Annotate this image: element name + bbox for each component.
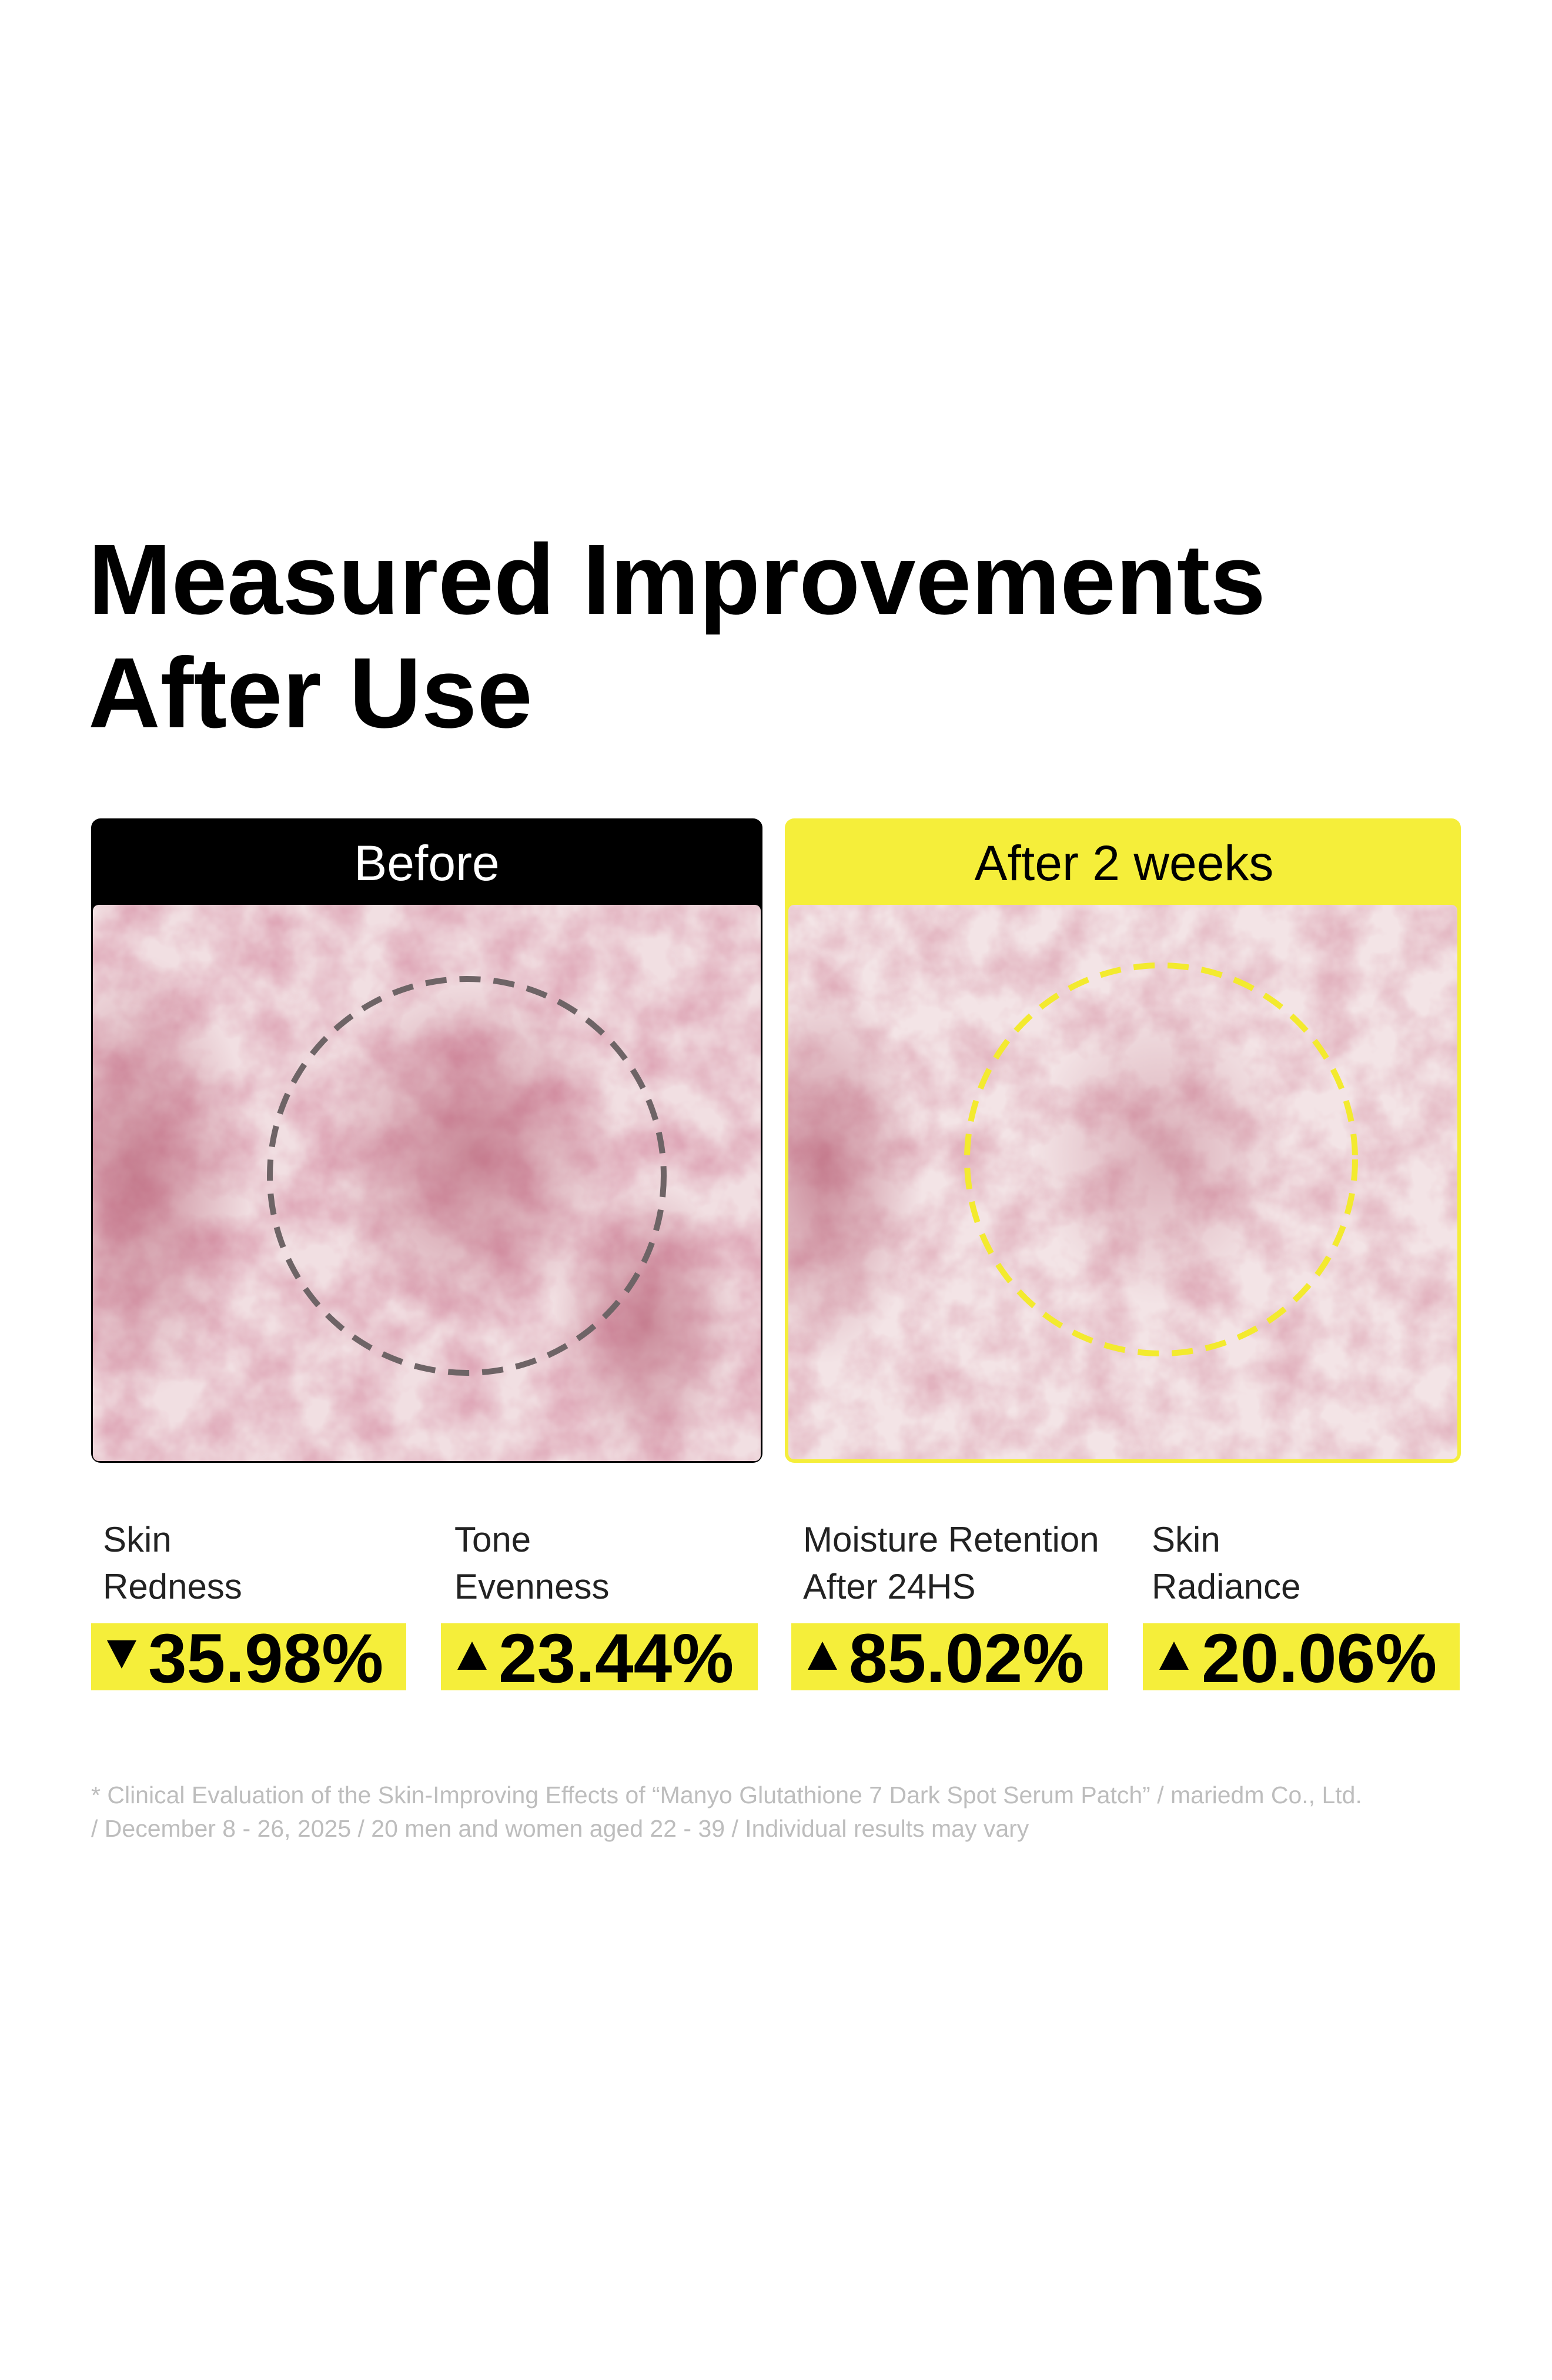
up-arrow <box>1159 1642 1189 1670</box>
metric: Skin Redness 35.98% <box>91 1520 406 1697</box>
panel-label: Before <box>354 835 500 891</box>
before-image <box>93 905 761 1461</box>
value-box <box>441 1623 758 1690</box>
metric-label: Radiance <box>1152 1567 1301 1606</box>
focus-circle <box>964 962 1358 1356</box>
after-image <box>788 905 1457 1459</box>
metric-label: Tone <box>454 1520 531 1559</box>
footnote: / December 8 - 26, 2025 / 20 men and wom… <box>91 1815 1029 1842</box>
metric-value: 20.06% <box>1202 1620 1437 1697</box>
metric-label: After 24HS <box>803 1567 975 1606</box>
metric-label: Skin <box>103 1520 172 1559</box>
metric: Skin Radiance 20.06% <box>1143 1520 1460 1697</box>
metric: Tone Evenness 23.44% <box>441 1520 758 1697</box>
focus-circle <box>267 976 667 1376</box>
metric-value: 85.02% <box>849 1620 1084 1697</box>
down-arrow <box>107 1640 136 1669</box>
footnote: * Clinical Evaluation of the Skin-Improv… <box>91 1781 1362 1809</box>
title-line: Measured Improvements <box>88 524 1266 636</box>
metric-label: Evenness <box>454 1567 610 1606</box>
value-box <box>91 1623 406 1690</box>
up-arrow <box>457 1642 487 1670</box>
metric-value: 35.98% <box>148 1620 383 1697</box>
title-line: After Use <box>88 637 533 749</box>
metric-value: 23.44% <box>499 1620 734 1697</box>
metric-label: Redness <box>103 1567 242 1606</box>
metric-label: Moisture Retention <box>803 1520 1099 1559</box>
metric: Moisture Retention After 24HS 85.02% <box>791 1520 1108 1697</box>
value-box <box>791 1623 1108 1690</box>
up-arrow <box>808 1642 837 1670</box>
metric-label: Skin <box>1152 1520 1220 1559</box>
value-box <box>1143 1623 1460 1690</box>
panel-label: After 2 weeks <box>975 835 1274 891</box>
